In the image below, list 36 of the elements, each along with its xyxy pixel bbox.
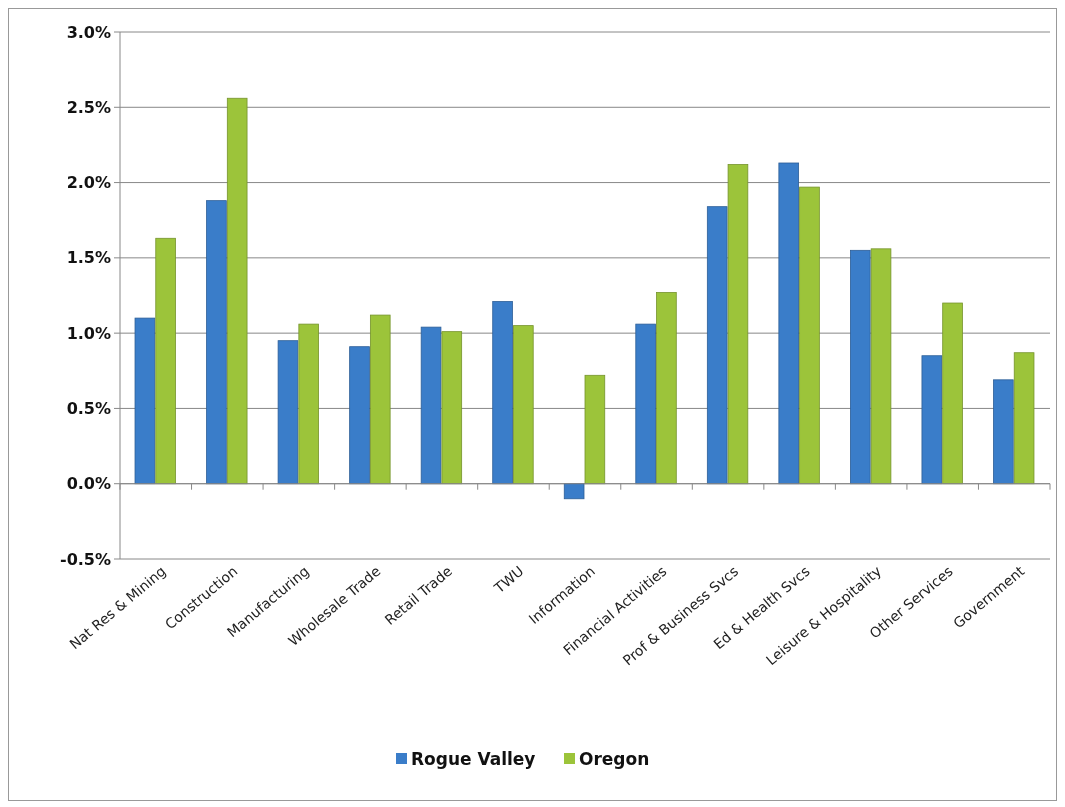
bar [420,326,442,485]
y-tick-label: 0.5% [66,399,111,419]
bar [942,302,963,485]
bar [226,97,248,485]
y-tick-label: 1.0% [66,323,111,343]
bar [492,301,513,485]
legend-label: Oregon [579,748,650,769]
bar [921,355,943,485]
bar [727,164,749,485]
bar [1013,352,1035,485]
bar [563,483,585,500]
bar [277,340,299,485]
y-tick-label: 3.0% [66,22,111,42]
bar [206,200,227,485]
bar [349,346,370,485]
y-tick-label: -0.5% [59,549,111,569]
bar [870,248,892,485]
y-tick-label: 2.0% [66,173,111,193]
y-tick-label: 0.0% [66,474,111,494]
bar [850,249,871,485]
legend-label: Rogue Valley [411,748,536,769]
bar [441,331,463,485]
bar [778,162,800,485]
bar [584,374,606,485]
bar [134,317,156,485]
bar [513,325,534,485]
bar [155,237,176,485]
bar [706,206,728,485]
bar [799,186,820,485]
y-tick-label: 2.5% [66,97,111,117]
bar [369,314,391,485]
bar [656,292,677,485]
bar [993,379,1014,485]
y-tick-label: 1.5% [66,248,111,268]
bar [635,323,656,485]
bar [298,323,319,485]
